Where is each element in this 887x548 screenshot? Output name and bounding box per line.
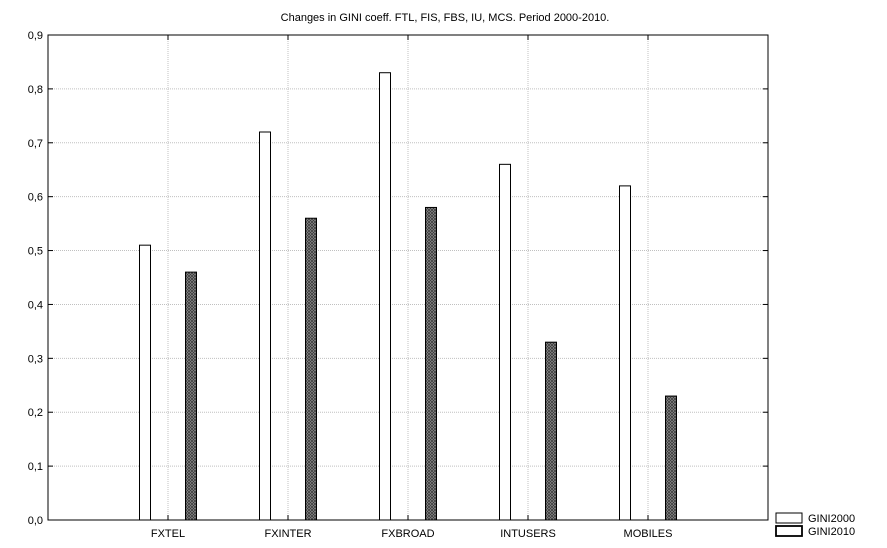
bar-gini2010-fxinter — [305, 217, 317, 521]
axes: 0,0 0,1 0,2 0,3 0,4 0,5 0,6 0,7 0,8 0,9 FXTEL FXINT… — [28, 30, 769, 540]
x-tick-label: MOBILES — [624, 528, 673, 540]
y-tick-label: 0,8 — [28, 84, 43, 96]
bar-gini2010-intusers — [545, 341, 557, 521]
x-tick-label: INTUSERS — [500, 528, 556, 540]
bar-gini2000-fxinter — [259, 131, 271, 521]
legend-label: GINI2000 — [808, 513, 855, 525]
legend-swatch — [775, 525, 803, 537]
y-tick-label: 0,5 — [28, 246, 43, 258]
legend-label: GINI2010 — [808, 526, 855, 538]
x-tick-label: FXBROAD — [381, 528, 434, 540]
y-tick-label: 0,6 — [28, 192, 43, 204]
y-tick-label: 0,2 — [28, 407, 43, 419]
bar-gini2000-fxbroad — [379, 72, 391, 521]
bar-gini2010-mobiles — [665, 395, 677, 521]
y-tick-label: 0,3 — [28, 353, 43, 365]
bar-gini2010-fxbroad — [425, 206, 437, 521]
legend-swatch — [775, 512, 803, 524]
x-tick-label: FXTEL — [151, 528, 185, 540]
y-tick-label: 0,1 — [28, 461, 43, 473]
y-tick-label: 0,0 — [28, 515, 43, 527]
grid — [48, 35, 768, 520]
bar-gini2000-fxtel — [139, 244, 151, 521]
y-tick-label: 0,9 — [28, 30, 43, 42]
plot-frame — [47, 34, 769, 521]
y-tick-label: 0,7 — [28, 138, 43, 150]
x-tick-label: FXINTER — [264, 528, 311, 540]
bar-gini2000-mobiles — [619, 185, 631, 521]
bar-gini2010-fxtel — [185, 271, 197, 521]
chart-title: Changes in GINI coeff. FTL, FIS, FBS, IU… — [281, 12, 610, 24]
y-tick-label: 0,4 — [28, 299, 43, 311]
bar-gini2000-intusers — [499, 163, 511, 521]
